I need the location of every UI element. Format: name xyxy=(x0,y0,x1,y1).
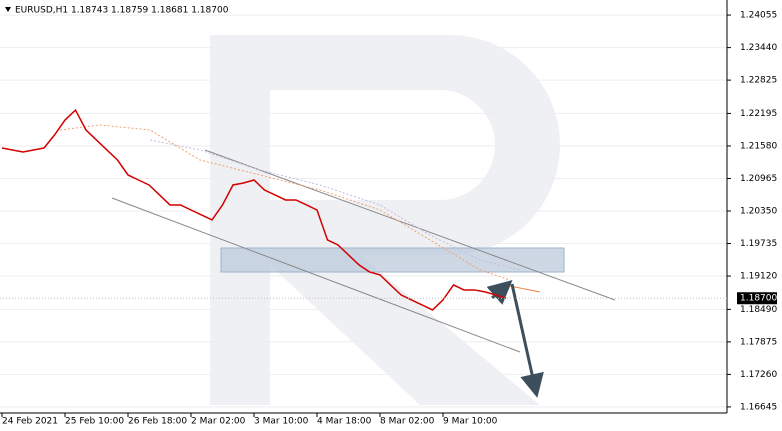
y-tick-label: 1.22195 xyxy=(740,109,777,119)
y-tick-label: 1.18490 xyxy=(740,305,777,315)
watermark xyxy=(210,35,560,405)
x-tick-label: 4 Mar 18:00 xyxy=(317,417,372,427)
current-price-box xyxy=(737,292,777,305)
y-tick-label: 1.24055 xyxy=(740,11,777,21)
price-line xyxy=(1,108,507,311)
y-tick-label: 1.20965 xyxy=(740,174,777,184)
x-tick-label: 9 Mar 10:00 xyxy=(443,417,498,427)
channel-line xyxy=(204,149,616,301)
y-tick-label: 1.16645 xyxy=(740,402,777,412)
ichimoku-cloud xyxy=(59,124,511,281)
y-tick-label: 1.17875 xyxy=(740,337,777,347)
x-tick-label: 2 Mar 02:00 xyxy=(191,417,246,427)
current-price-label: 1.18700 xyxy=(740,294,777,304)
x-tick-label: 3 Mar 10:00 xyxy=(254,417,309,427)
x-tick-label: 24 Feb 2021 xyxy=(2,417,58,427)
y-tick-label: 1.20350 xyxy=(740,206,777,216)
menu-icon[interactable] xyxy=(5,7,11,12)
y-tick-label: 1.22825 xyxy=(740,76,777,86)
y-tick-label: 1.17260 xyxy=(740,370,777,380)
y-tick-label: 1.19120 xyxy=(740,272,777,282)
y-tick-label: 1.19735 xyxy=(740,239,777,249)
y-tick-label: 1.21580 xyxy=(740,141,777,151)
x-tick-label: 26 Feb 18:00 xyxy=(128,417,187,427)
x-tick-label: 25 Feb 10:00 xyxy=(65,417,124,427)
channel-line xyxy=(111,197,521,353)
y-tick-label: 1.23440 xyxy=(740,43,777,53)
ichimoku-cloud xyxy=(149,139,521,271)
forecast-arrow xyxy=(486,280,513,305)
forecast-arrow xyxy=(510,283,544,398)
x-tick-label: 8 Mar 02:00 xyxy=(380,417,435,427)
resistance-zone xyxy=(220,247,565,273)
chart-title: EURUSD,H1 1.18743 1.18759 1.18681 1.1870… xyxy=(15,6,229,16)
